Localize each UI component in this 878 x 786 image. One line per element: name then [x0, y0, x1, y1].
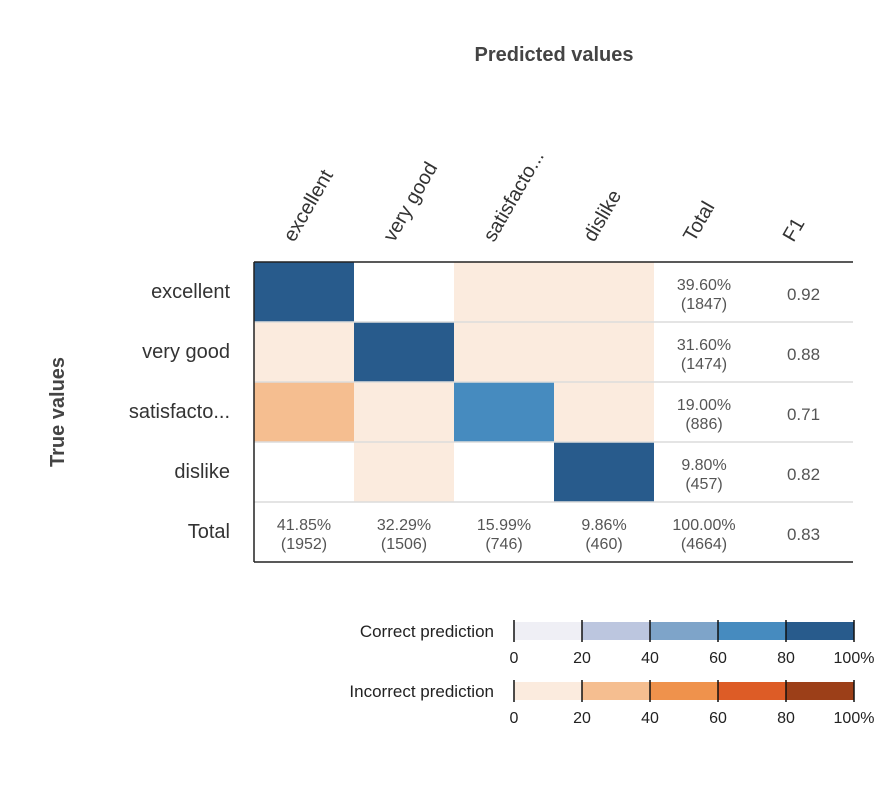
legend-swatch [650, 682, 718, 700]
matrix-cell [454, 262, 554, 322]
column-label: Total [679, 198, 719, 246]
legend-swatch [582, 682, 650, 700]
column-total-percent: 9.86% [581, 517, 626, 534]
legend-swatch [514, 682, 582, 700]
legend-tick-label: 40 [641, 650, 659, 667]
column-label: F1 [779, 214, 810, 245]
column-label: excellent [279, 166, 338, 246]
row-total-count: (1474) [681, 356, 727, 373]
legend-tick-label: 80 [777, 710, 795, 727]
column-label: dislike [579, 186, 626, 245]
column-labels: excellent very good satisfacto... dislike To… [279, 147, 809, 246]
legend-swatch [718, 622, 786, 640]
legend-tick-label: 20 [573, 710, 591, 727]
legend-tick-label: 80 [777, 650, 795, 667]
row-total-percent: 39.60% [677, 277, 731, 294]
chart-title: Predicted values [475, 44, 634, 66]
legend-tick-label: 20 [573, 650, 591, 667]
row-labels: excellent very good satisfacto... dislike To… [129, 281, 231, 543]
matrix-cells: 39.60% (1847) 0.92 31.60% (1474) 0.88 19.00% (8… [254, 262, 820, 553]
grand-total-count: (4664) [681, 536, 727, 553]
matrix-cell [454, 382, 554, 442]
legend-label: Incorrect prediction [349, 682, 494, 701]
grid-lines [253, 261, 853, 563]
legend-swatch [650, 622, 718, 640]
row-label: excellent [151, 281, 230, 303]
y-axis-title: True values [47, 357, 69, 467]
row-label-total: Total [188, 521, 230, 543]
matrix-cell [254, 382, 354, 442]
row-total-count: (457) [685, 476, 722, 493]
matrix-cell [354, 382, 454, 442]
f1-score: 0.82 [787, 465, 820, 484]
legend-tick-label: 40 [641, 710, 659, 727]
matrix-cell [554, 322, 654, 382]
column-total-percent: 32.29% [377, 517, 431, 534]
legend-swatch [786, 682, 854, 700]
row-total-percent: 19.00% [677, 397, 731, 414]
column-label: satisfacto... [479, 147, 549, 246]
matrix-cell [254, 442, 354, 502]
column-total-percent: 15.99% [477, 517, 531, 534]
legend-tick-label: 0 [510, 650, 519, 667]
column-label: very good [379, 158, 442, 245]
row-total-percent: 31.60% [677, 337, 731, 354]
legend-swatch [514, 622, 582, 640]
matrix-cell [454, 322, 554, 382]
legend-swatch [718, 682, 786, 700]
matrix-cell [354, 322, 454, 382]
legend-label: Correct prediction [360, 622, 494, 641]
row-label: satisfacto... [129, 401, 230, 423]
column-total-count: (1506) [381, 536, 427, 553]
f1-score: 0.92 [787, 285, 820, 304]
row-total-percent: 9.80% [681, 457, 726, 474]
matrix-cell [254, 322, 354, 382]
legend-tick-label: 100% [834, 710, 875, 727]
grand-total-percent: 100.00% [672, 517, 735, 534]
legend-tick-label: 0 [510, 710, 519, 727]
row-total-count: (1847) [681, 296, 727, 313]
legend-tick-label: 100% [834, 650, 875, 667]
matrix-cell [354, 442, 454, 502]
row-total-count: (886) [685, 416, 722, 433]
matrix-cell [454, 442, 554, 502]
column-total-count: (460) [585, 536, 622, 553]
column-total-percent: 41.85% [277, 517, 331, 534]
row-label: very good [142, 341, 230, 363]
row-label: dislike [174, 461, 230, 483]
matrix-cell [554, 382, 654, 442]
f1-score: 0.71 [787, 405, 820, 424]
legend-swatch [786, 622, 854, 640]
legend-swatch [582, 622, 650, 640]
matrix-cell [354, 262, 454, 322]
column-total-count: (1952) [281, 536, 327, 553]
legend-tick-label: 60 [709, 710, 727, 727]
matrix-cell [554, 442, 654, 502]
f1-overall: 0.83 [787, 525, 820, 544]
legend-tick-label: 60 [709, 650, 727, 667]
column-total-count: (746) [485, 536, 522, 553]
matrix-cell [554, 262, 654, 322]
matrix-cell [254, 262, 354, 322]
f1-score: 0.88 [787, 345, 820, 364]
color-legend: Correct prediction 0 20 40 60 80 100% Incorrect… [349, 620, 874, 727]
